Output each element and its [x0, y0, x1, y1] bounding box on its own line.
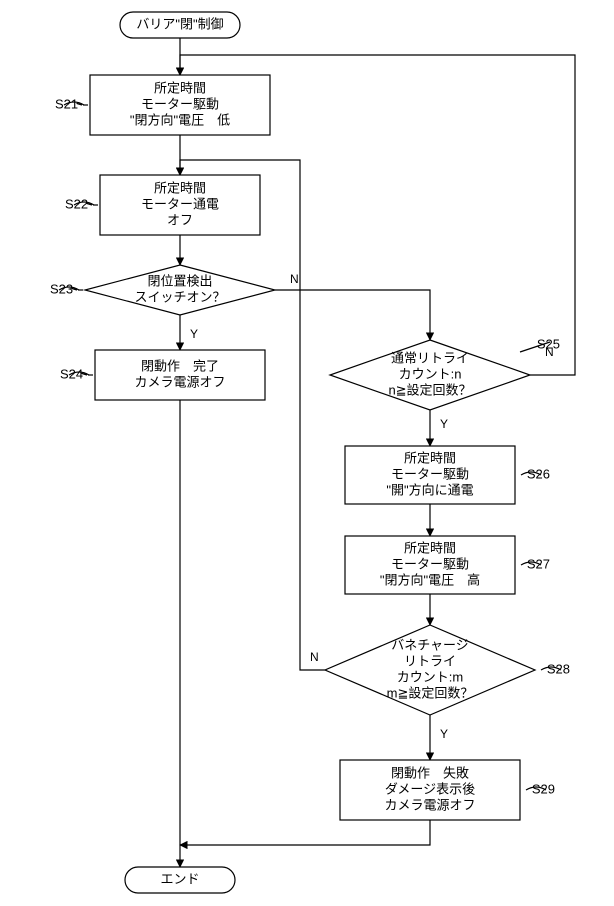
svg-text:所定時間: 所定時間 — [404, 450, 456, 465]
svg-text:オフ: オフ — [167, 212, 193, 227]
svg-text:"閉方向"電圧 低: "閉方向"電圧 低 — [130, 112, 230, 127]
svg-text:カメラ電源オフ: カメラ電源オフ — [134, 374, 225, 389]
svg-text:カウント:n: カウント:n — [399, 366, 462, 381]
svg-text:バリア"閉"制御: バリア"閉"制御 — [136, 16, 223, 31]
svg-text:モーター駆動: モーター駆動 — [391, 556, 469, 571]
svg-text:通常リトライ: 通常リトライ — [391, 350, 469, 365]
svg-text:モーター駆動: モーター駆動 — [141, 96, 219, 111]
svg-text:n≧設定回数？: n≧設定回数？ — [388, 382, 471, 397]
svg-text:閉位置検出: 閉位置検出 — [147, 273, 212, 288]
svg-text:バネチャージ: バネチャージ — [391, 637, 469, 652]
flowchart: バリア"閉"制御所定時間モーター駆動"閉方向"電圧 低所定時間モーター通電オフ閉… — [0, 0, 614, 906]
svg-text:モーター駆動: モーター駆動 — [391, 466, 469, 481]
svg-text:モーター通電: モーター通電 — [141, 196, 219, 211]
svg-text:N: N — [310, 650, 319, 664]
svg-text:カメラ電源オフ: カメラ電源オフ — [384, 797, 475, 812]
svg-text:閉動作 完了: 閉動作 完了 — [141, 358, 219, 373]
svg-text:リトライ: リトライ — [404, 653, 456, 668]
svg-text:"開"方向に通電: "開"方向に通電 — [386, 482, 473, 497]
svg-text:スイッチオン？: スイッチオン？ — [134, 289, 225, 304]
svg-text:ダメージ表示後: ダメージ表示後 — [385, 781, 475, 796]
svg-text:m≧設定回数？: m≧設定回数？ — [387, 685, 474, 700]
svg-text:閉動作 失敗: 閉動作 失敗 — [391, 765, 469, 780]
svg-text:所定時間: 所定時間 — [154, 180, 206, 195]
svg-text:所定時間: 所定時間 — [154, 80, 206, 95]
svg-text:N: N — [290, 272, 299, 286]
svg-text:エンド: エンド — [160, 871, 199, 886]
svg-text:カウント:m: カウント:m — [397, 669, 463, 684]
svg-text:Y: Y — [190, 327, 198, 341]
svg-text:"閉方向"電圧 高: "閉方向"電圧 高 — [380, 572, 480, 587]
svg-text:Y: Y — [440, 417, 448, 431]
svg-text:Y: Y — [440, 727, 448, 741]
svg-text:S25: S25 — [537, 336, 560, 351]
svg-text:所定時間: 所定時間 — [404, 540, 456, 555]
